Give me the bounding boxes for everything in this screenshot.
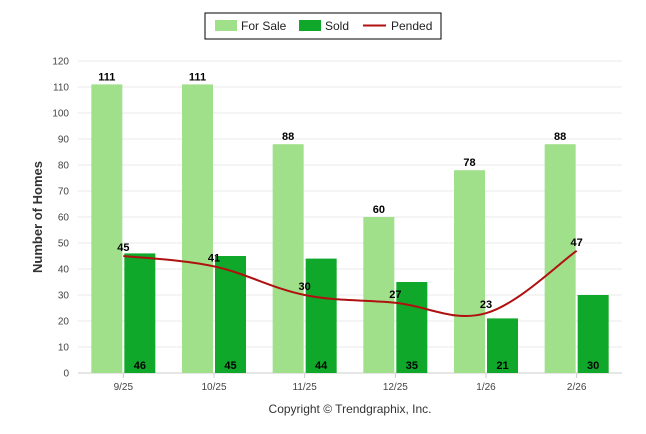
y-tick-label: 0 [63,369,69,380]
label-sold: 35 [406,360,418,372]
legend-swatch-sold[interactable] [299,20,321,31]
bar-sold [577,295,609,373]
grid-lines [78,60,622,374]
copyright-footer: Copyright © Trendgraphix, Inc. [269,402,432,416]
y-tick-label: 10 [58,343,70,354]
x-tick-label: 2/26 [567,382,587,393]
y-tick-label: 110 [53,83,69,94]
legend-label-sold[interactable]: Sold [325,19,349,33]
label-sold: 30 [587,360,599,372]
y-axis-ticks: 0 10 20 30 40 50 60 70 80 90 100 110 120 [52,57,69,380]
legend-box [204,12,442,40]
bar-for-sale [91,84,123,374]
bar-sold [487,318,518,373]
legend-label-pended[interactable]: Pended [391,19,432,33]
y-tick-label: 100 [52,109,69,120]
label-for-sale: 88 [282,131,294,143]
x-tick-label: 12/25 [383,382,408,393]
y-axis-label: Number of Homes [30,161,45,273]
label-for-sale: 60 [373,204,385,216]
legend-swatch-for-sale[interactable] [215,20,237,31]
y-tick-label: 30 [58,291,70,302]
y-tick-label: 90 [58,135,70,146]
bar-for-sale [454,170,485,373]
data-labels: 111 46 111 45 88 44 60 35 78 21 88 30 45 41 30 27 23 47 [98,71,599,372]
y-tick-label: 80 [58,161,70,172]
x-axis-ticks: 9/25 10/25 11/25 12/25 1/26 2/26 [114,373,587,393]
x-tick-label: 10/25 [201,382,226,393]
label-for-sale: 88 [554,131,566,143]
bar-for-sale [272,144,304,373]
y-tick-label: 20 [58,317,70,328]
bar-for-sale [363,217,395,373]
label-pended: 45 [117,242,129,254]
label-pended: 27 [389,289,401,301]
label-sold: 44 [315,360,328,372]
bar-sold [124,253,156,373]
label-for-sale: 78 [463,157,475,169]
label-pended: 30 [299,281,311,293]
legend: For Sale Sold Pended [204,12,442,40]
label-pended: 47 [571,237,583,249]
legend-label-for-sale[interactable]: For Sale [241,19,287,33]
label-pended: 41 [208,252,220,264]
bars [91,84,609,374]
y-tick-label: 60 [58,213,70,224]
y-tick-label: 70 [58,187,70,198]
pended-line [123,249,578,318]
label-pended: 23 [480,299,492,311]
x-tick-label: 1/26 [476,382,496,393]
label-for-sale: 111 [98,71,115,83]
bar-for-sale [544,144,576,373]
bar-sold [215,256,246,373]
bar-for-sale [182,84,213,374]
x-tick-label: 11/25 [293,382,318,393]
bar-sold [305,258,337,373]
y-tick-label: 120 [52,57,69,68]
y-tick-label: 50 [58,239,70,250]
y-tick-label: 40 [58,265,70,276]
label-for-sale: 111 [189,71,206,83]
x-tick-label: 9/25 [114,382,134,393]
bar-sold [396,282,428,373]
label-sold: 45 [224,360,236,372]
label-sold: 46 [134,360,146,372]
label-sold: 21 [496,360,508,372]
